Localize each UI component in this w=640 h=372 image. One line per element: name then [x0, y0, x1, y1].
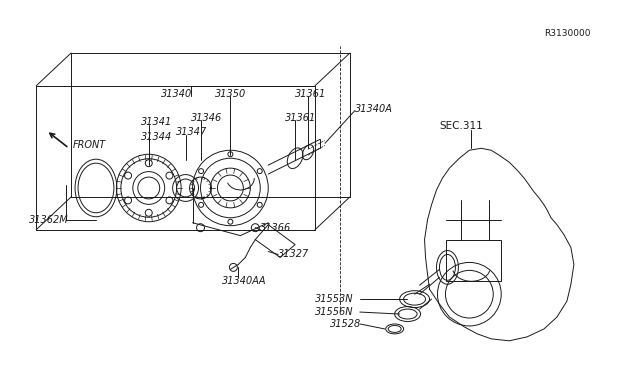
- Text: 31340A: 31340A: [355, 103, 393, 113]
- Text: 31340AA: 31340AA: [223, 276, 267, 286]
- Text: FRONT: FRONT: [73, 140, 106, 150]
- Text: 31341: 31341: [141, 118, 172, 128]
- Text: 31361: 31361: [295, 89, 326, 99]
- Text: 31346: 31346: [191, 112, 222, 122]
- Text: SEC.311: SEC.311: [440, 121, 483, 131]
- Text: R3130000: R3130000: [544, 29, 591, 38]
- Text: 31361: 31361: [285, 112, 316, 122]
- Bar: [447, 240, 501, 281]
- Text: 31553N: 31553N: [315, 294, 353, 304]
- Text: 31528: 31528: [330, 319, 361, 329]
- Text: 31340: 31340: [161, 89, 192, 99]
- Text: 31366: 31366: [260, 223, 291, 233]
- Text: 31362M: 31362M: [29, 215, 69, 225]
- Text: 31344: 31344: [141, 132, 172, 142]
- Text: 31350: 31350: [216, 89, 246, 99]
- Text: 31556N: 31556N: [315, 307, 353, 317]
- Text: 31327: 31327: [278, 250, 309, 260]
- Text: 31347: 31347: [175, 127, 207, 137]
